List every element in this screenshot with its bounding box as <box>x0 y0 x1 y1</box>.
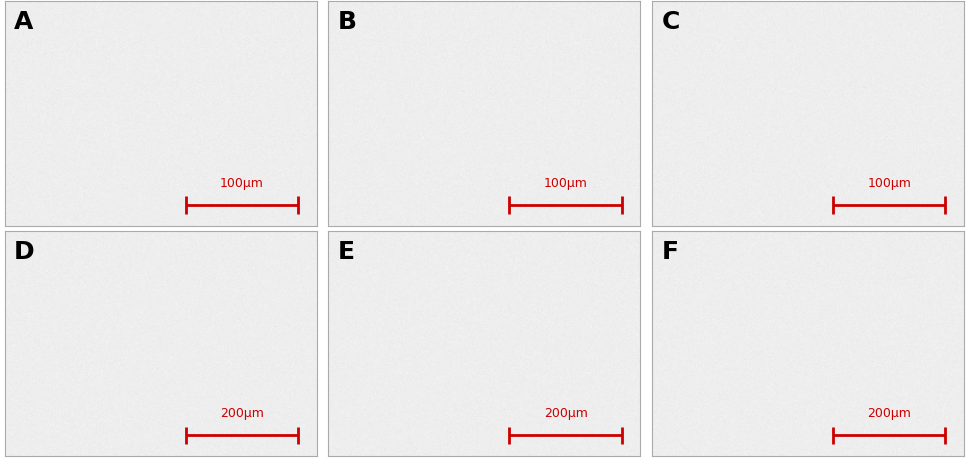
Text: 100μm: 100μm <box>544 177 587 190</box>
Text: 200μm: 200μm <box>220 407 264 420</box>
Text: C: C <box>662 10 680 34</box>
Text: F: F <box>662 240 678 264</box>
Text: B: B <box>338 10 356 34</box>
Text: 100μm: 100μm <box>220 177 264 190</box>
Text: D: D <box>14 240 35 264</box>
Text: 100μm: 100μm <box>867 177 911 190</box>
Text: A: A <box>14 10 34 34</box>
Text: 200μm: 200μm <box>867 407 911 420</box>
Text: 200μm: 200μm <box>544 407 587 420</box>
Text: E: E <box>338 240 355 264</box>
